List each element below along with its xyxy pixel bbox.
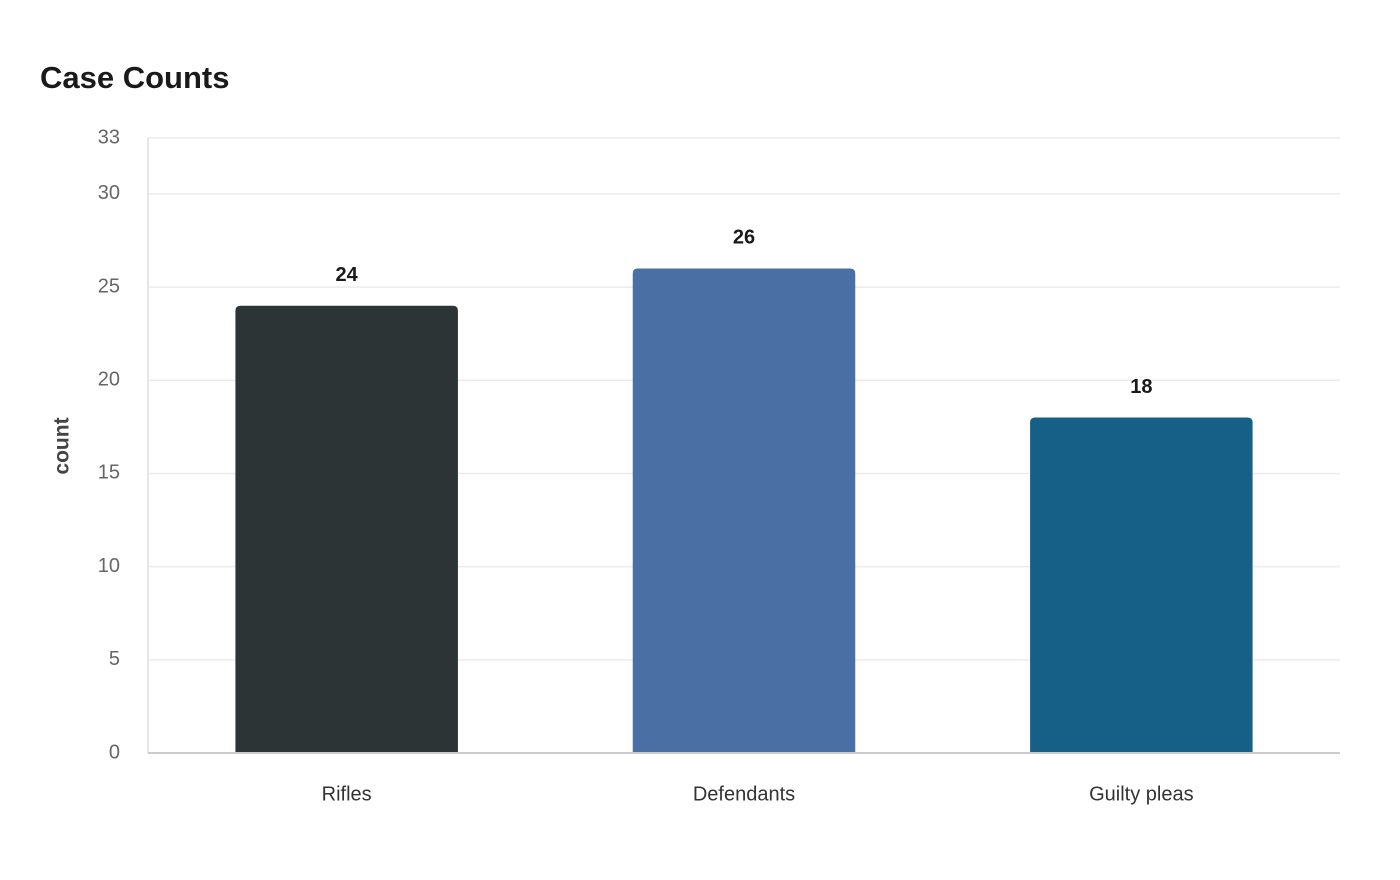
x-tick-label: Guilty pleas: [1089, 783, 1194, 805]
y-tick-label: 33: [98, 126, 120, 148]
x-tick-label: Defendants: [693, 783, 795, 805]
bar: [1030, 417, 1253, 753]
y-axis-label: count: [51, 417, 74, 474]
y-tick-label: 25: [98, 275, 120, 297]
bar: [235, 305, 458, 753]
chart-title: Case Counts: [40, 60, 229, 95]
y-tick-label: 10: [98, 555, 120, 577]
y-tick-label: 15: [98, 462, 120, 484]
value-label: 18: [1130, 376, 1152, 398]
value-label: 26: [733, 227, 755, 249]
y-tick-label: 20: [98, 369, 120, 391]
bar: [632, 268, 856, 753]
y-tick-label: 0: [109, 741, 120, 763]
x-tick-label: Rifles: [322, 783, 372, 805]
y-tick-label: 5: [109, 648, 120, 670]
value-label: 24: [336, 264, 359, 286]
y-tick-label: 30: [98, 182, 120, 204]
